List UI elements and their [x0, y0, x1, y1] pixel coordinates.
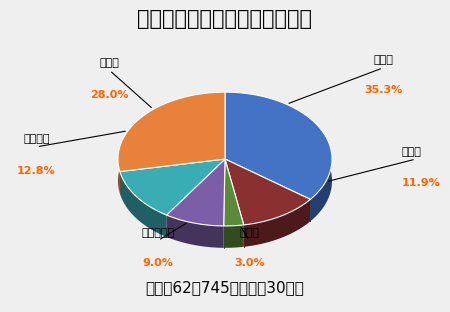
- Text: 12.8%: 12.8%: [17, 166, 56, 176]
- Text: 出店荒し: 出店荒し: [23, 134, 50, 144]
- Polygon shape: [120, 172, 166, 237]
- Polygon shape: [225, 159, 310, 225]
- Polygon shape: [225, 92, 332, 199]
- Polygon shape: [118, 92, 225, 193]
- Text: 3.0%: 3.0%: [234, 257, 265, 268]
- Text: 空き巣: 空き巣: [373, 56, 393, 66]
- Text: 28.0%: 28.0%: [90, 90, 129, 100]
- Polygon shape: [118, 92, 225, 172]
- Polygon shape: [224, 225, 244, 248]
- Text: その他: その他: [99, 58, 119, 68]
- Polygon shape: [166, 215, 224, 248]
- Text: 11.9%: 11.9%: [401, 178, 440, 188]
- Polygon shape: [120, 159, 225, 215]
- Text: 35.3%: 35.3%: [364, 85, 402, 95]
- Polygon shape: [225, 92, 332, 221]
- Polygon shape: [224, 159, 244, 226]
- Text: 〈侵入窃盗の手口別認知件数〉: 〈侵入窃盗の手口別認知件数〉: [138, 9, 312, 29]
- Text: 忍込み: 忍込み: [401, 147, 421, 157]
- Text: 総数　62，745件（平成30年）: 総数 62，745件（平成30年）: [145, 280, 305, 295]
- Text: 居空き: 居空き: [239, 228, 259, 238]
- Text: 9.0%: 9.0%: [143, 257, 174, 268]
- Text: 事務所荒し: 事務所荒し: [142, 228, 175, 238]
- Polygon shape: [244, 199, 310, 247]
- Polygon shape: [166, 159, 225, 226]
